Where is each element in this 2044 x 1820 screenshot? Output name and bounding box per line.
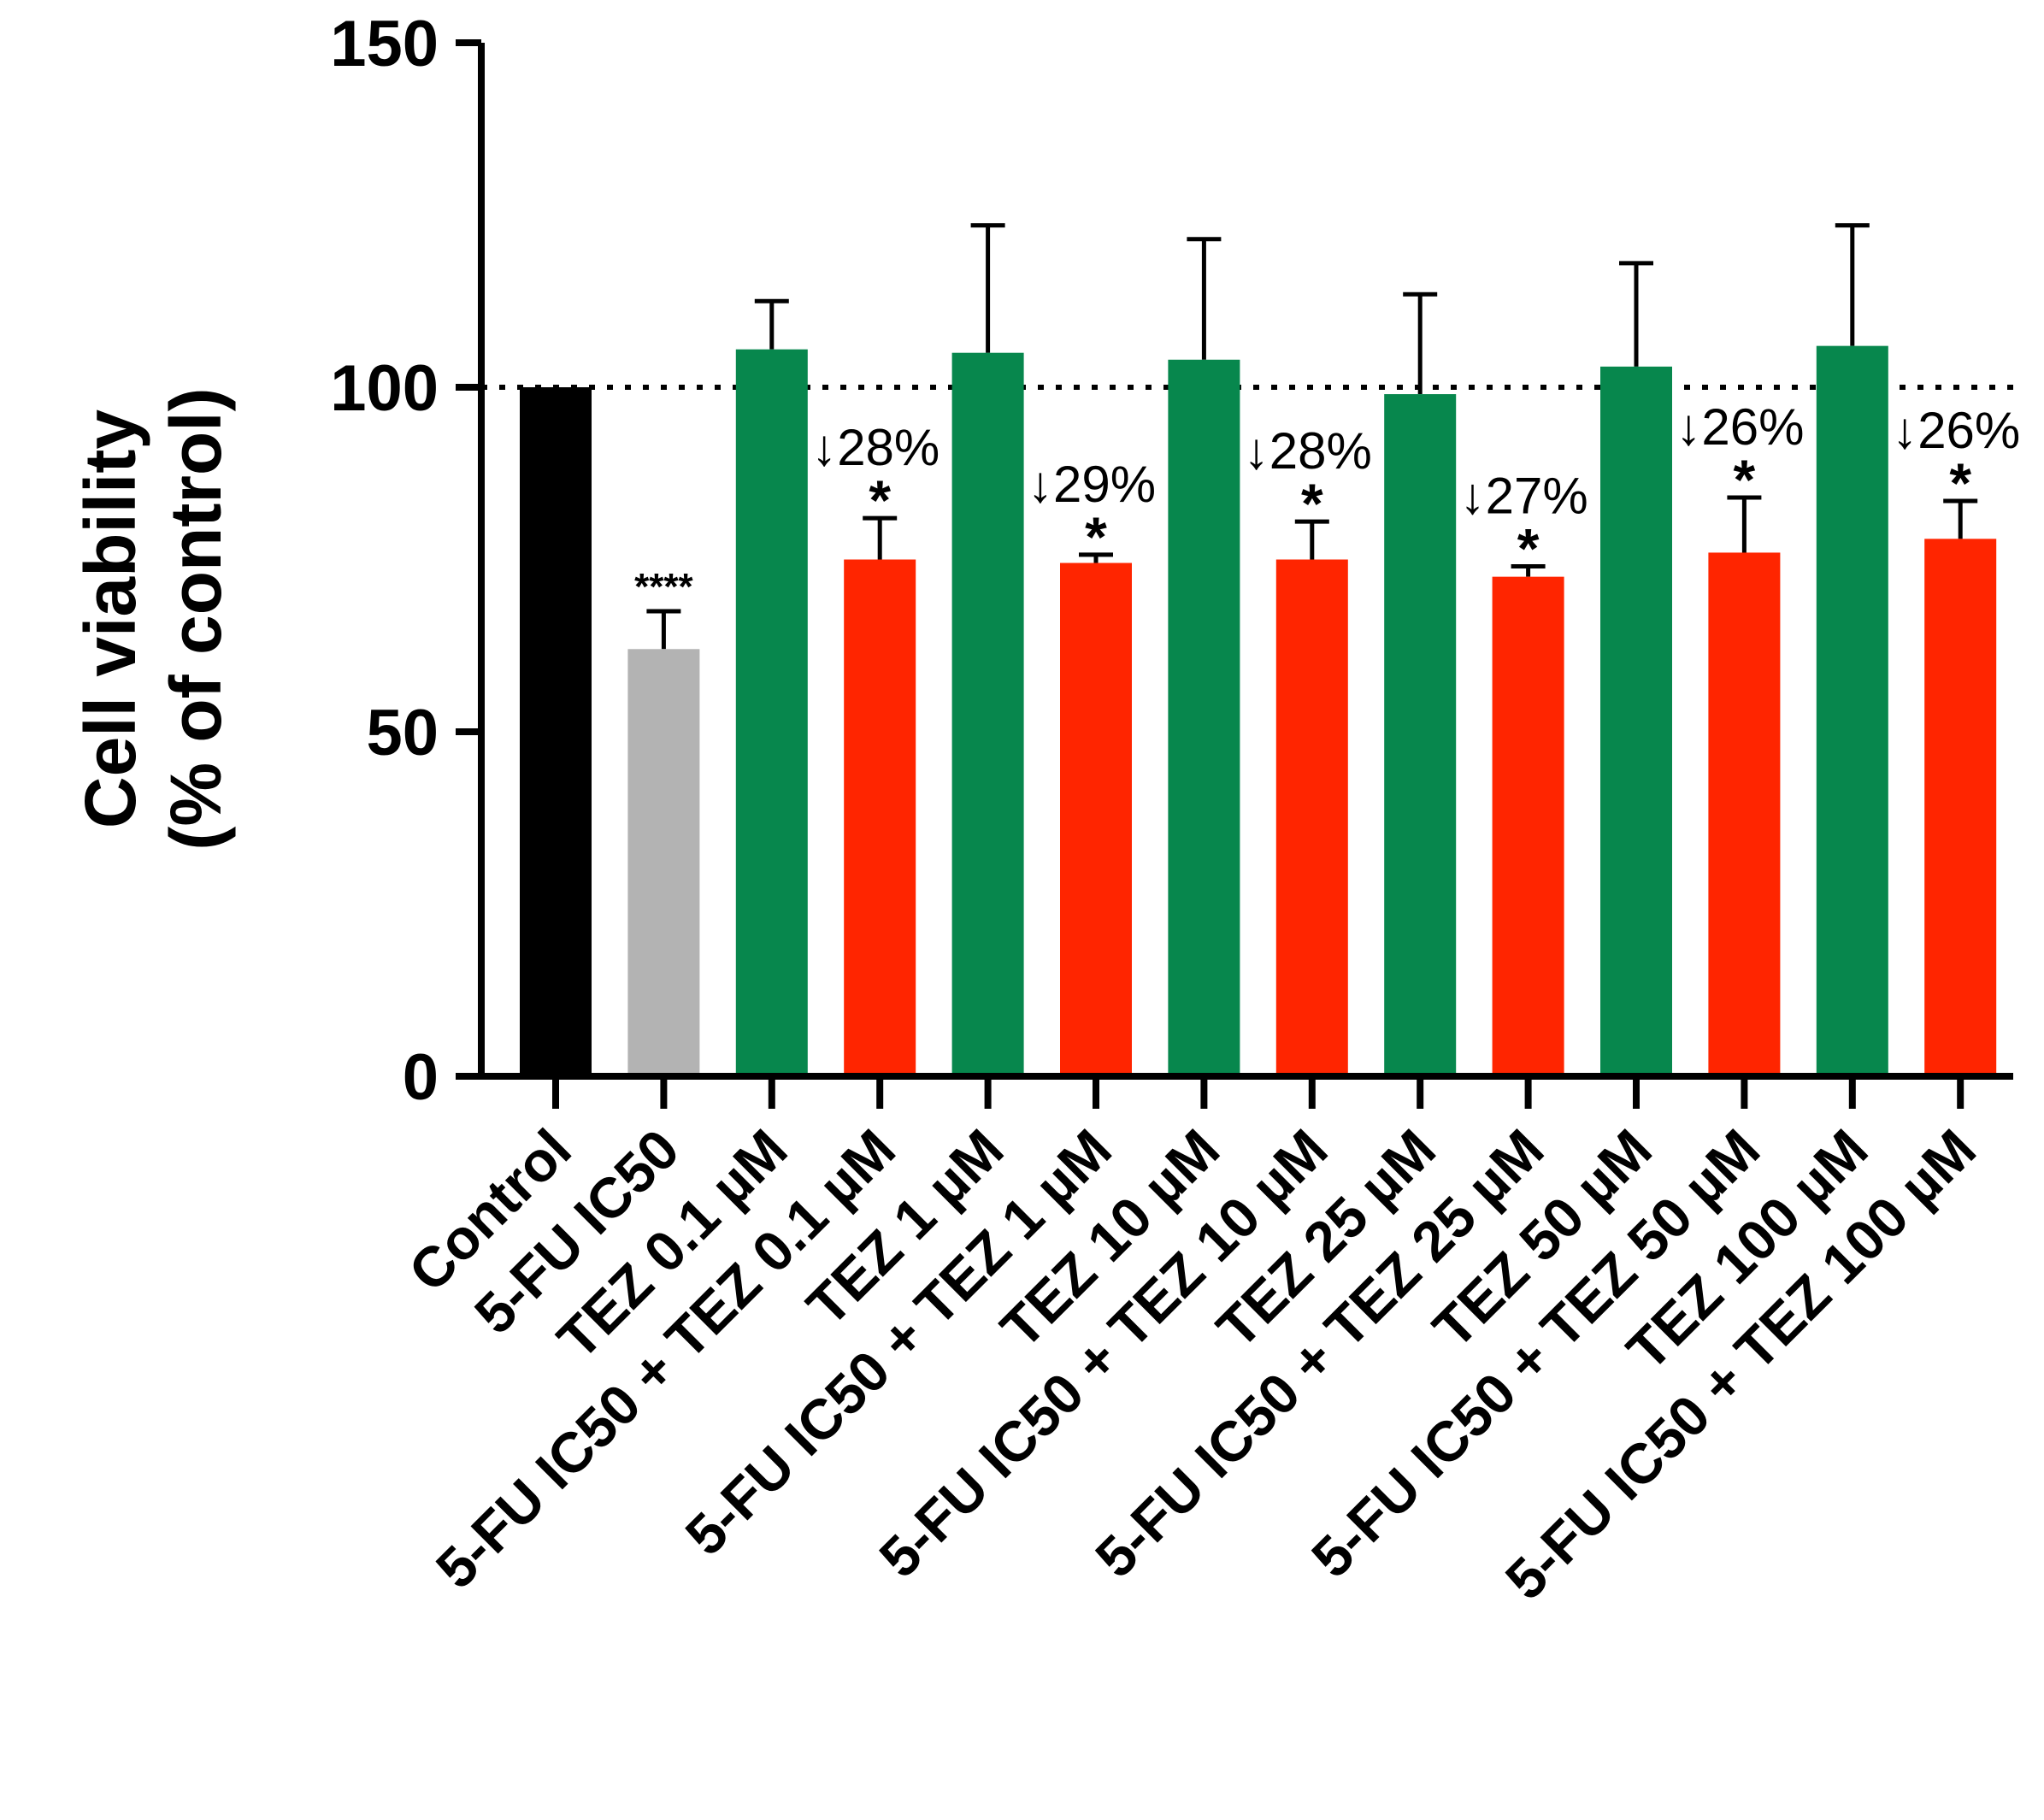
reduction-annotation-12: ↓26% [1676,398,1804,456]
bar-12 [1708,552,1781,1076]
bar-9 [1384,394,1457,1076]
significance-label-14: * [1949,451,1971,515]
bar-8 [1275,559,1348,1076]
bar-10 [1492,576,1564,1076]
y-tick-label-50: 50 [366,697,439,769]
reduction-annotation-10: ↓27% [1460,468,1588,525]
y-tick-label-0: 0 [403,1041,439,1114]
bar-1 [520,387,592,1076]
axes-layer: 0 50 100 150 [330,8,2013,1114]
bar-11 [1600,366,1672,1076]
bar-3 [735,349,808,1076]
y-axis-title-line-2: (% of control) [156,387,236,850]
bar-4 [844,559,916,1076]
bar-5 [951,352,1024,1076]
y-axis-title-line-1: Cell viability [70,409,150,828]
significance-label-4: * [869,468,891,532]
reduction-annotation-6: ↓29% [1028,456,1156,513]
bar-13 [1816,345,1888,1076]
reduction-annotation-8: ↓28% [1244,422,1372,480]
significance-label-2: **** [634,566,693,608]
bar-2 [627,649,700,1076]
reduction-annotation-14: ↓26% [1892,402,2020,459]
bar-7 [1168,359,1240,1076]
bar-14 [1924,539,1997,1076]
significance-label-12: * [1734,448,1756,511]
y-tick-label-100: 100 [330,352,439,425]
reduction-annotation-4: ↓28% [811,419,940,476]
y-tick-label-150: 150 [330,8,439,80]
significance-label-8: * [1301,472,1323,535]
bar-6 [1060,562,1132,1076]
bars-layer [520,223,1997,1076]
significance-label-6: * [1085,505,1107,568]
significance-label-10: * [1517,517,1540,580]
y-axis-title: Cell viability (% of control) [70,387,236,850]
